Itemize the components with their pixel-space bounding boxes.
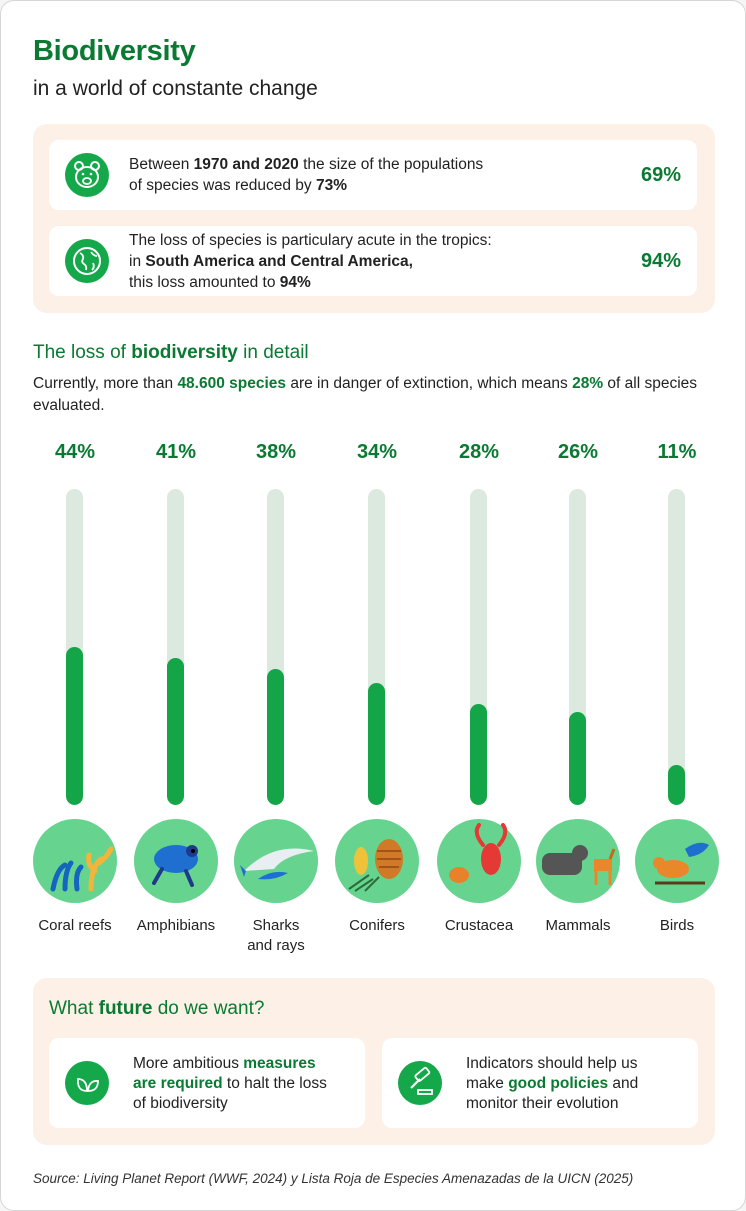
frog-icon xyxy=(134,819,218,903)
stat-bold: 73% xyxy=(315,177,347,194)
bar-value-label: 38% xyxy=(255,441,297,463)
future-card-policies: Indicators should help us make good poli… xyxy=(382,1038,698,1128)
intro-bold: 28% xyxy=(572,375,604,392)
future-panel: What future do we want? More ambitious m… xyxy=(33,978,715,1145)
future-heading: What future do we want? xyxy=(49,998,264,1020)
source-note: Source: Living Planet Report (WWF, 2024)… xyxy=(33,1171,634,1186)
heading-bold: biodiversity xyxy=(131,342,238,363)
stat-text: in xyxy=(129,253,146,270)
future-text: do we want? xyxy=(152,998,265,1019)
shark-icon xyxy=(234,819,318,903)
category-label: Mammals xyxy=(545,917,611,934)
leaves-icon xyxy=(65,1061,109,1105)
stat-text-population: Between 1970 and 2020 the size of the po… xyxy=(129,154,549,196)
bar-track xyxy=(569,489,586,805)
bar-track xyxy=(267,489,284,805)
category-label: Amphibians xyxy=(136,917,216,934)
future-text-policies: Indicators should help us make good poli… xyxy=(466,1054,676,1114)
future-bold: good policies xyxy=(508,1075,609,1092)
heading-text: The loss of xyxy=(33,342,132,363)
future-card-measures: More ambitious measures are required to … xyxy=(49,1038,365,1128)
future-text: to halt the loss of biodiversity xyxy=(133,1075,327,1112)
future-text: What xyxy=(49,998,99,1019)
category-label: Crustacea xyxy=(444,917,514,934)
stat-percent-tropics: 94% xyxy=(640,250,681,272)
category-label: Conifers xyxy=(349,917,405,934)
stat-text: the size of the populations xyxy=(298,156,484,173)
stat-bold: 94% xyxy=(279,274,311,291)
stat-text: of species was reduced by xyxy=(129,177,316,194)
bar-track xyxy=(368,489,385,805)
gavel-icon xyxy=(398,1061,442,1105)
stat-bold: 1970 and 2020 xyxy=(193,156,299,173)
future-text: and monitor their evolution xyxy=(466,1075,639,1112)
future-text-measures: More ambitious measures are required to … xyxy=(133,1054,343,1114)
bar-fill xyxy=(167,658,184,805)
stat-text: The loss of species is particulary acute… xyxy=(129,232,492,249)
bar-fill xyxy=(569,712,586,805)
stats-panel: Between 1970 and 2020 the size of the po… xyxy=(33,124,715,313)
bar-track xyxy=(470,489,487,805)
bar-track xyxy=(66,489,83,805)
stat-text: this loss amounted to xyxy=(129,274,280,291)
globe-icon xyxy=(65,239,109,283)
bar-fill xyxy=(267,669,284,805)
detail-heading: The loss of biodiversity in detail xyxy=(33,342,309,364)
bar-value-label: 11% xyxy=(657,441,697,463)
category-label: Birds xyxy=(659,917,695,934)
intro-text: are in danger of extinction, which means xyxy=(286,375,573,392)
bar-fill xyxy=(668,765,685,805)
future-text: Indicators should help us make xyxy=(466,1055,638,1092)
bar-value-label: 41% xyxy=(155,441,197,463)
bar-value-label: 44% xyxy=(54,441,96,463)
bear-deer-icon xyxy=(536,819,620,903)
bar-track xyxy=(668,489,685,805)
bar-fill xyxy=(470,704,487,805)
stat-text-tropics: The loss of species is particulary acute… xyxy=(129,230,569,293)
stat-card-population: Between 1970 and 2020 the size of the po… xyxy=(49,140,697,210)
bar-value-label: 34% xyxy=(356,441,398,463)
bar-track xyxy=(167,489,184,805)
category-label: Sharks and rays xyxy=(247,917,305,954)
intro-text: of all species evaluated. xyxy=(33,375,698,414)
pinecone-icon xyxy=(335,819,419,903)
stat-card-tropics: The loss of species is particulary acute… xyxy=(49,226,697,296)
bear-icon xyxy=(65,153,109,197)
stat-text: Between xyxy=(129,156,194,173)
heading-text: in detail xyxy=(237,342,309,363)
coral-icon xyxy=(33,819,117,903)
future-bold: measures are required xyxy=(133,1055,316,1092)
category-label: Coral reefs xyxy=(38,917,112,934)
lobster-icon xyxy=(437,819,521,903)
intro-text: Currently, more than xyxy=(33,375,178,392)
bar-value-label: 28% xyxy=(458,441,500,463)
stat-bold: South America and Central America, xyxy=(145,253,413,270)
bird-icon xyxy=(635,819,719,903)
stat-percent-population: 69% xyxy=(640,164,681,186)
intro-bold: 48.600 species xyxy=(177,375,287,392)
bar-value-label: 26% xyxy=(557,441,599,463)
page-title: Biodiversity xyxy=(33,35,196,67)
future-text: More ambitious xyxy=(133,1055,244,1072)
detail-intro: Currently, more than 48.600 species are … xyxy=(33,373,713,417)
future-bold: future xyxy=(98,998,153,1019)
bar-fill xyxy=(368,683,385,805)
bar-fill xyxy=(66,647,83,805)
page-subtitle: in a world of constante change xyxy=(33,77,318,100)
